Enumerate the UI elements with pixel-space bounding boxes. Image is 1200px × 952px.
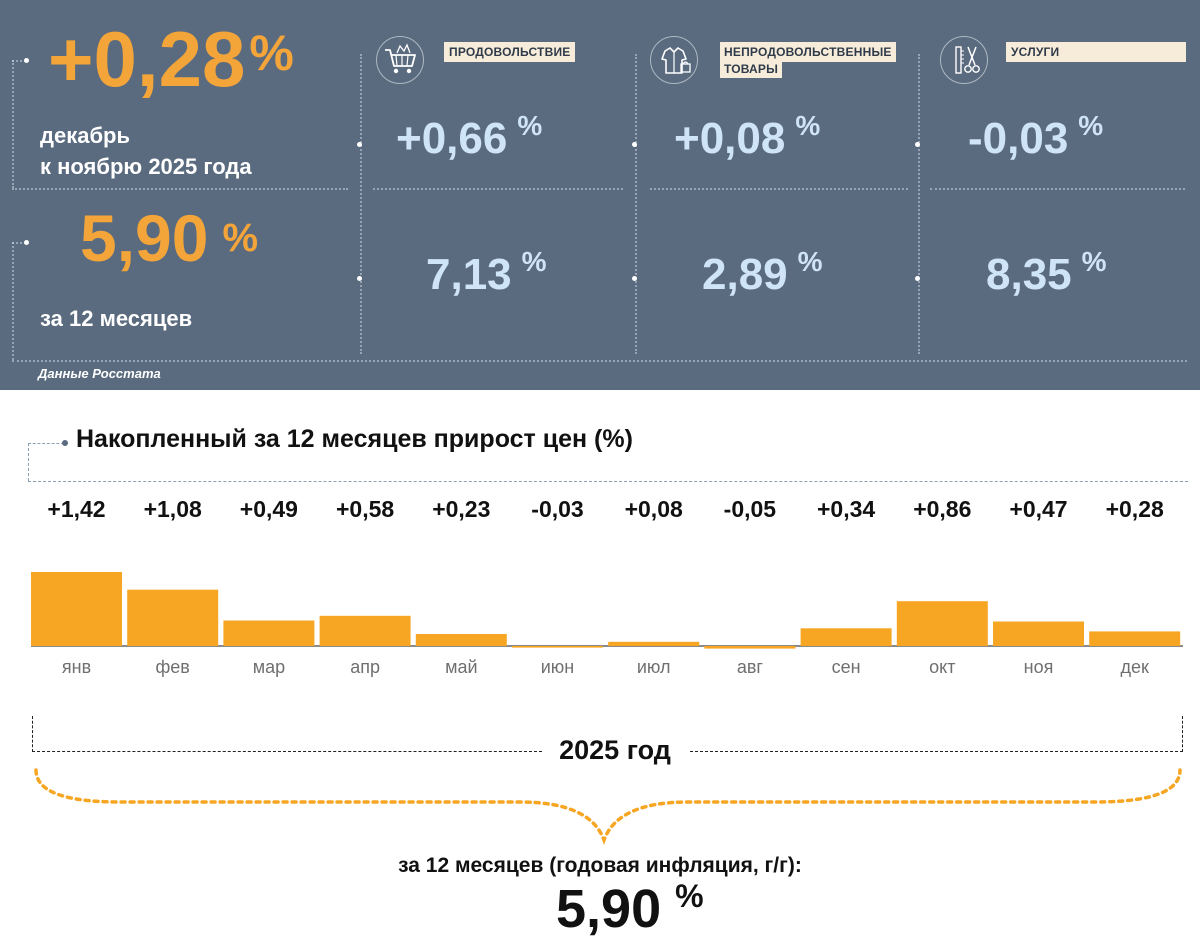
month-label-янв: янв: [61, 657, 92, 677]
food-monthly-value: +0,66: [396, 114, 508, 163]
bar-фев: [127, 589, 219, 646]
nonfood-monthly-value: +0,08: [674, 114, 786, 163]
services-monthly-unit: %: [1078, 110, 1104, 141]
value-label-ноя: +0,47: [1009, 496, 1068, 522]
curly-brace: [34, 768, 1182, 846]
bar-апр: [319, 615, 411, 646]
value-label-апр: +0,58: [335, 496, 395, 522]
value-label-янв: +1,42: [47, 496, 106, 522]
month-label-фев: фев: [155, 657, 190, 677]
food-monthly-unit: %: [517, 110, 543, 141]
bar-янв: [31, 572, 122, 646]
bar-chart: [31, 572, 1183, 649]
monthly-period-line1: декабрь: [40, 123, 130, 148]
nonfood-monthly-unit: %: [795, 110, 821, 141]
value-label-мар: +0,49: [239, 496, 298, 522]
shopping-cart-icon: [376, 36, 424, 84]
annual-inflation-value: 5,90: [80, 201, 209, 275]
source-note: Данные Росстата: [38, 366, 161, 381]
month-label-июл: июл: [636, 657, 671, 677]
annual-period-label: за 12 месяцев: [40, 306, 193, 331]
annual-inflation-unit: %: [222, 216, 259, 260]
value-label-сен: +0,34: [816, 496, 876, 522]
clothing-icon: [650, 36, 698, 84]
bar-май: [415, 634, 507, 646]
services-annual-unit: %: [1081, 246, 1107, 277]
category-label-nonfood-line2: ТОВАРЫ: [720, 61, 783, 78]
value-label-авг: -0,05: [723, 496, 777, 522]
monthly-period-line2: к ноябрю 2025 года: [40, 154, 252, 179]
scissors-comb-icon: [940, 36, 988, 84]
summary-unit: %: [675, 878, 704, 914]
bar-дек: [1089, 631, 1181, 646]
value-label-май: +0,23: [432, 496, 491, 522]
month-label-дек: дек: [1120, 657, 1149, 677]
bar-окт: [896, 601, 988, 646]
month-label-окт: окт: [929, 657, 956, 677]
month-label-апр: апр: [350, 657, 380, 677]
month-label-авг: авг: [736, 657, 763, 677]
nonfood-annual-unit: %: [797, 246, 823, 277]
category-label-nonfood: НЕПРОДОВОЛЬСТВЕННЫЕ: [720, 42, 896, 62]
chart-title: Накопленный за 12 месяцев прирост цен (%…: [76, 425, 633, 453]
month-label-мар: мар: [252, 657, 286, 677]
month-label-ноя: ноя: [1023, 657, 1054, 677]
value-label-фев: +1,08: [143, 496, 202, 522]
month-label-май: май: [445, 657, 478, 677]
value-label-июл: +0,08: [624, 496, 683, 522]
food-annual-unit: %: [521, 246, 547, 277]
category-label-food: ПРОДОВОЛЬСТВИЕ: [444, 42, 576, 62]
bar-июн: [512, 646, 603, 648]
monthly-inflation-value: +0,28: [48, 15, 246, 103]
food-annual-value: 7,13: [426, 250, 512, 299]
bar-июл: [608, 641, 700, 646]
services-monthly-value: -0,03: [968, 114, 1069, 163]
category-label-nonfood-line1: НЕПРОДОВОЛЬСТВЕННЫЕ: [724, 45, 892, 59]
year-label: 2025 год: [559, 735, 671, 765]
nonfood-annual-value: 2,89: [702, 250, 788, 299]
value-label-июн: -0,03: [531, 496, 584, 522]
summary-label: за 12 месяцев (годовая инфляция, г/г):: [398, 854, 802, 877]
summary-value: 5,90: [556, 879, 662, 939]
bar-ноя: [993, 621, 1084, 646]
value-label-окт: +0,86: [913, 496, 972, 522]
bar-сен: [800, 628, 892, 646]
summary-panel: +0,28% декабрь к ноябрю 2025 года 5,90% …: [0, 0, 1200, 390]
bar-мар: [223, 620, 315, 646]
value-label-дек: +0,28: [1105, 496, 1164, 522]
category-label-services: УСЛУГИ: [1006, 42, 1186, 62]
month-label-июн: июн: [540, 657, 575, 677]
monthly-inflation-unit: %: [249, 25, 294, 81]
month-label-сен: сен: [831, 657, 861, 677]
services-annual-value: 8,35: [986, 250, 1072, 299]
bar-авг: [704, 646, 796, 649]
